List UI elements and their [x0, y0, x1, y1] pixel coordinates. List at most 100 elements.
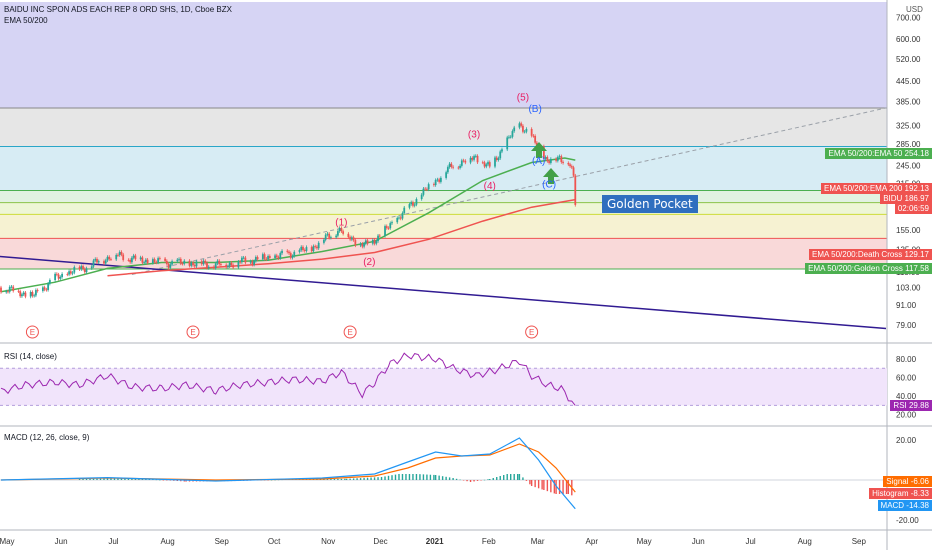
- macd-histogram-bar: [155, 479, 158, 481]
- descending-trendline: [0, 255, 887, 330]
- candle-body: [420, 194, 423, 200]
- candle-body: [523, 131, 526, 133]
- candle-body: [349, 237, 352, 240]
- macd-histogram-bar: [466, 480, 468, 482]
- candle-body: [438, 179, 441, 182]
- macd-histogram-bar: [506, 474, 508, 480]
- candle-body: [21, 294, 23, 297]
- macd-histogram-bar: [476, 480, 479, 481]
- candle-body: [363, 243, 365, 247]
- candle-body: [54, 273, 57, 281]
- candle-body: [115, 254, 118, 260]
- golden-pocket-label: Golden Pocket: [602, 195, 698, 213]
- candle-body: [324, 234, 327, 240]
- candle-body: [127, 259, 130, 261]
- candle-body: [122, 254, 125, 260]
- candle-body: [151, 259, 154, 263]
- candle-body: [7, 291, 9, 293]
- macd-histogram-bar: [433, 474, 435, 480]
- candle-body: [462, 160, 465, 162]
- candle-body: [375, 241, 378, 244]
- candle-body: [361, 243, 364, 247]
- candle-body: [202, 260, 205, 265]
- macd-histogram-bar: [173, 480, 175, 481]
- candle-body: [412, 202, 414, 206]
- candle-body: [560, 156, 563, 163]
- candle-body: [22, 292, 25, 295]
- candle-body: [408, 204, 411, 208]
- price-tag: EMA 50/200:Golden Cross 117.58: [805, 263, 932, 274]
- macd-histogram-bar: [401, 474, 404, 480]
- candle-body: [460, 160, 463, 166]
- candle-body: [43, 287, 46, 290]
- candle-body: [389, 223, 392, 229]
- macd-histogram-bar: [188, 480, 191, 482]
- candle-body: [530, 128, 533, 136]
- macd-tick-label: 20.00: [896, 436, 917, 445]
- time-tick-label: Mar: [531, 537, 545, 546]
- macd-histogram-bar: [483, 479, 486, 481]
- macd-histogram-bar: [496, 477, 498, 480]
- candle-body: [90, 266, 93, 269]
- candle-body: [399, 217, 402, 219]
- candle-body: [265, 258, 268, 260]
- candle-body: [59, 277, 62, 279]
- candle-body: [497, 158, 500, 160]
- candle-body: [366, 240, 369, 244]
- macd-histogram-bar: [429, 474, 432, 480]
- candle-body: [544, 157, 547, 159]
- macd-histogram-bar: [398, 474, 400, 480]
- candle-body: [274, 255, 276, 258]
- price-tag: Signal -6.06: [883, 476, 932, 487]
- fib-zone: [0, 2, 887, 108]
- candle-body: [459, 165, 461, 168]
- candle-body: [141, 257, 144, 263]
- time-tick-label: Dec: [373, 537, 387, 546]
- candle-body: [239, 261, 242, 263]
- candle-body: [118, 251, 121, 256]
- price-tick-label: 91.00: [896, 301, 917, 310]
- candle-body: [499, 151, 502, 159]
- candle-body: [403, 207, 406, 214]
- candle-body: [267, 256, 269, 260]
- candle-body: [228, 262, 231, 267]
- macd-histogram-bar: [106, 478, 109, 480]
- candle-body: [183, 260, 186, 264]
- candle-body: [253, 261, 256, 265]
- indicator-title: EMA 50/200: [4, 16, 48, 25]
- price-tag: Histogram -8.33: [869, 488, 932, 499]
- candle-body: [289, 253, 292, 258]
- macd-histogram-bar: [166, 480, 168, 481]
- candle-body: [342, 231, 345, 234]
- candle-body: [249, 261, 252, 263]
- candle-body: [574, 175, 577, 205]
- macd-histogram-bar: [530, 480, 533, 486]
- fib-zone: [0, 214, 887, 239]
- candle-body: [254, 257, 257, 262]
- candle-body: [317, 242, 320, 249]
- macd-histogram-bar: [78, 479, 81, 480]
- price-tag: BIDU 186.97: [880, 193, 932, 204]
- macd-histogram-bar: [366, 477, 369, 480]
- candle-body: [371, 239, 374, 244]
- earnings-marker-label: E: [30, 328, 35, 337]
- macd-histogram-bar: [469, 480, 472, 482]
- candle-body: [206, 262, 208, 269]
- candle-body: [117, 254, 119, 256]
- candle-body: [522, 125, 524, 132]
- candle-body: [47, 283, 50, 290]
- price-tick-label: 285.00: [896, 140, 921, 149]
- macd-histogram-bar: [359, 478, 362, 480]
- candle-body: [567, 162, 570, 165]
- price-tick-label: 385.00: [896, 98, 921, 107]
- macd-histogram-bar: [518, 474, 521, 480]
- candle-body: [340, 228, 343, 232]
- macd-histogram-bar: [270, 479, 273, 481]
- candle-body: [169, 264, 172, 268]
- candle-body: [57, 274, 60, 279]
- green-up-arrow: [531, 142, 547, 158]
- macd-histogram-bar: [99, 478, 102, 480]
- candle-body: [487, 162, 489, 165]
- macd-histogram-bar: [377, 477, 379, 480]
